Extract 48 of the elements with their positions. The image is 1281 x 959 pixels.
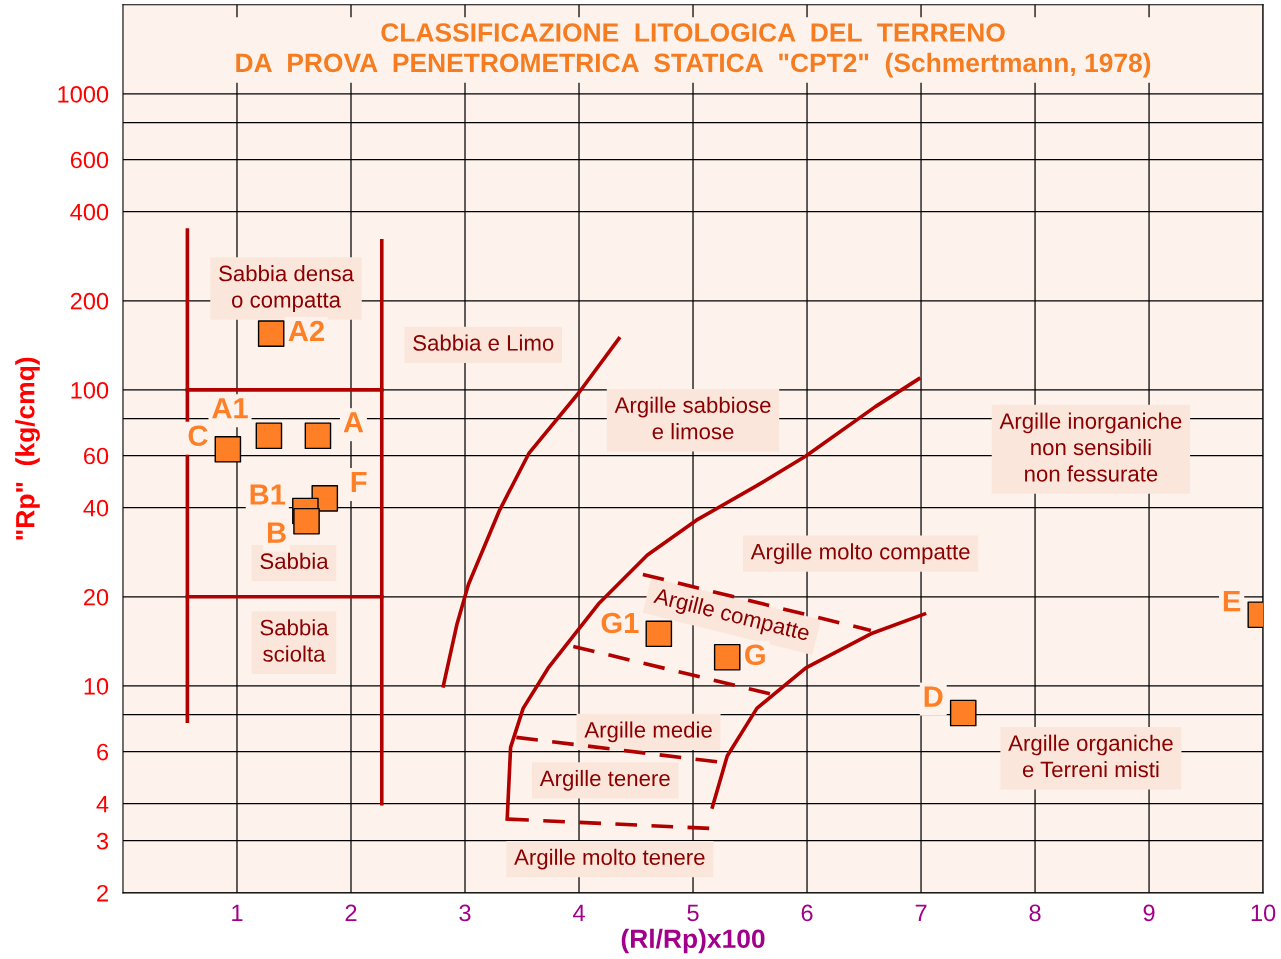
annotation: Argille molto compatte — [750, 543, 970, 564]
series-label: A — [343, 412, 364, 433]
series-label: B1 — [250, 484, 286, 505]
series-label: F — [351, 472, 367, 493]
annotation: Argille tenere — [539, 769, 670, 791]
series-label: G1 — [601, 612, 639, 634]
annotation: Argille medie — [584, 721, 712, 743]
series-label: A2 — [288, 320, 324, 342]
annotation: Argille sabbiose e limose — [614, 396, 771, 440]
x-tick-label: 6 — [801, 904, 813, 922]
y-tick-label: 200 — [70, 292, 109, 310]
y-tick-label: 40 — [83, 499, 109, 517]
x-tick-label: 2 — [345, 904, 357, 922]
series-label: B — [267, 522, 286, 543]
annotation: Sabbia sciolta — [260, 619, 329, 662]
annotation: Sabbia densa o compatta — [219, 265, 354, 313]
series-label: D — [924, 686, 943, 707]
series-label: E — [1223, 591, 1241, 612]
y-tick-label: 6 — [97, 743, 109, 761]
annotation: Sabbia e Limo — [413, 334, 554, 351]
y-tick-label: 3 — [96, 832, 109, 850]
x-tick-label: 9 — [1143, 904, 1155, 922]
x-tick-label: 4 — [572, 904, 585, 922]
y-axis-title: "Rp" (kg/cmq) — [15, 357, 40, 540]
y-tick-label: 600 — [70, 151, 109, 169]
annotation: Argille inorganiche non sensibili non fessurate — [999, 412, 1182, 482]
series-label: A1 — [212, 398, 248, 419]
y-tick-label: 400 — [70, 203, 109, 221]
x-tick-label: 3 — [459, 904, 471, 922]
x-tick-label: 8 — [1029, 904, 1041, 922]
y-tick-label: 20 — [84, 588, 109, 606]
y-tick-label: 100 — [71, 381, 109, 399]
y-tick-label: 4 — [96, 796, 109, 813]
text: CLASSIFICAZIONE LITOLOGICA DEL TERRENO DA PROVA PENETROMETRICA STATICA "CPT2" (Schmertmann, 1978) — [236, 23, 1151, 78]
annotation: Sabbia — [260, 552, 329, 570]
y-tick-label: 2 — [97, 884, 108, 902]
x-axis-title: (Rl/Rp)x100 — [621, 928, 765, 954]
annotation: Argille organiche e Terreni misti — [1008, 734, 1173, 778]
x-tick-label: 5 — [687, 904, 699, 922]
y-tick-label: 10 — [84, 677, 109, 695]
x-tick-label: 1 — [232, 904, 243, 922]
annotation: Argille molto tenere — [514, 848, 705, 870]
series-label: C — [188, 425, 208, 447]
y-tick-label: 1000 — [58, 85, 109, 103]
series-label: G — [745, 644, 765, 666]
y-tick-label: 60 — [84, 447, 109, 465]
x-tick-label: 10 — [1251, 904, 1276, 922]
x-tick-label: 7 — [915, 904, 927, 922]
